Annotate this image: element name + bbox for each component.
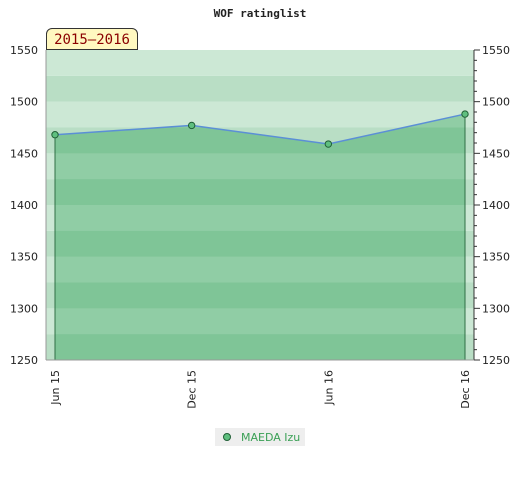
period-label: 2015–2016 — [46, 28, 138, 50]
y-tick-label-left: 1400 — [10, 199, 38, 212]
band-tone — [46, 50, 474, 76]
y-axis-right: 1250 1300 1350 1400 1450 1500 1550 — [474, 44, 510, 367]
y-tick-label-left: 1450 — [10, 147, 38, 160]
x-tick-label: Jun 16 — [322, 370, 335, 406]
area-stripe — [55, 282, 465, 309]
band-tone — [46, 75, 474, 102]
y-tick-label-left: 1350 — [10, 251, 38, 264]
data-point — [324, 140, 333, 148]
x-tick-label: Jun 15 — [49, 370, 62, 406]
chart-title: WOF ratinglist — [214, 7, 307, 20]
legend-marker — [223, 433, 231, 441]
x-axis: Jun 15 Dec 15 Jun 16 Dec 16 — [49, 370, 472, 409]
y-tick-label-left: 1550 — [10, 44, 38, 57]
y-axis-left: 1250 1300 1350 1400 1450 1500 1550 — [10, 44, 38, 367]
y-tick-label-left: 1300 — [10, 302, 38, 315]
legend-label: MAEDA Izu — [241, 430, 301, 444]
data-point — [187, 121, 196, 130]
y-tick-label-left: 1250 — [10, 354, 38, 367]
y-tick-label-right: 1550 — [482, 44, 510, 57]
area-stripe — [55, 334, 465, 360]
data-point — [51, 131, 59, 139]
y-tick-label-right: 1250 — [482, 354, 510, 367]
area-stripe — [55, 230, 465, 257]
y-tick-label-right: 1500 — [482, 96, 510, 109]
area-fill-group — [54, 114, 466, 360]
x-tick-label: Dec 15 — [186, 370, 199, 409]
series-line — [54, 113, 466, 145]
area-stripe — [55, 179, 465, 205]
y-tick-label-left: 1500 — [10, 96, 38, 109]
area-fill — [55, 114, 465, 360]
x-tick-label: Dec 16 — [459, 370, 472, 409]
y-tick-label-right: 1450 — [482, 147, 510, 160]
y-tick-label-right: 1400 — [482, 199, 510, 212]
y-tick-label-right: 1300 — [482, 302, 510, 315]
band-tone — [46, 101, 474, 128]
y-tick-label-right: 1350 — [482, 251, 510, 264]
series-group — [51, 110, 469, 148]
legend[interactable]: MAEDA Izu — [215, 428, 305, 446]
data-point — [461, 110, 469, 118]
